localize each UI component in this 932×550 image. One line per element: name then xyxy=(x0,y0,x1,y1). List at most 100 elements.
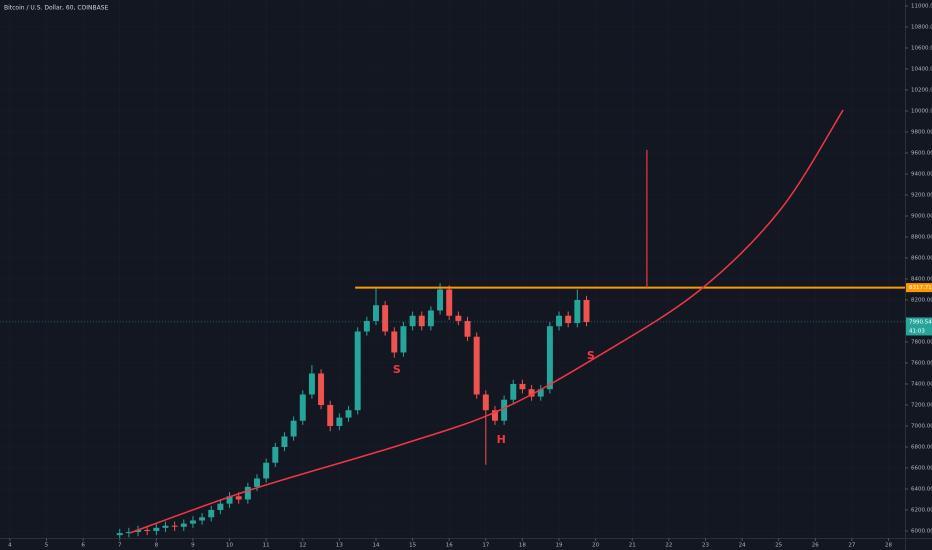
y-tick-label: 8600.00 xyxy=(911,255,932,261)
x-tick-label: 16 xyxy=(446,543,453,549)
y-tick-label: 7000.00 xyxy=(911,423,932,429)
y-tick-label: 10800.00 xyxy=(911,24,932,30)
candle-body xyxy=(153,527,160,531)
candle-body xyxy=(189,520,196,524)
x-tick-label: 25 xyxy=(775,543,782,549)
candle-body xyxy=(501,399,508,421)
countdown: 41:03 xyxy=(909,328,925,334)
y-tick-label: 9600.00 xyxy=(911,150,932,156)
x-tick-label: 24 xyxy=(739,543,746,549)
y-tick-label: 10600.00 xyxy=(911,45,932,51)
annotation: S xyxy=(393,363,401,376)
candle-body xyxy=(299,394,306,421)
candle-body xyxy=(345,410,352,418)
x-tick-label: 8 xyxy=(155,543,159,549)
x-tick-label: 5 xyxy=(45,543,49,549)
price-tag xyxy=(906,317,932,327)
annotation: H xyxy=(497,433,506,446)
y-tick-label: 9000.00 xyxy=(911,213,932,219)
y-tick-label: 9400.00 xyxy=(911,171,932,177)
candle-body xyxy=(290,420,297,437)
candle-body xyxy=(583,299,590,323)
candle-body xyxy=(546,326,553,390)
annotation: S xyxy=(587,349,595,362)
x-tick-label: 13 xyxy=(336,543,343,549)
x-tick-label: 19 xyxy=(556,543,563,549)
x-tick-label: 9 xyxy=(191,543,195,549)
y-tick-label: 7200.00 xyxy=(911,402,932,408)
candle-body xyxy=(519,383,526,390)
curve xyxy=(129,109,844,534)
price-tag xyxy=(906,283,932,293)
plot-area xyxy=(0,109,905,538)
y-tick-label: 11000.00 xyxy=(911,3,932,9)
x-tick-label: 28 xyxy=(885,543,892,549)
y-tick-label: 6000.00 xyxy=(911,528,932,534)
y-tick-label: 6400.00 xyxy=(911,486,932,492)
y-tick-label: 8200.00 xyxy=(911,297,932,303)
candle-body xyxy=(244,486,251,500)
x-tick-label: 27 xyxy=(848,543,855,549)
candle-body xyxy=(116,533,123,536)
candle-body xyxy=(528,389,535,397)
candle-body xyxy=(556,315,563,327)
candle-body xyxy=(491,410,498,421)
candle-body xyxy=(235,496,242,500)
candle-body xyxy=(327,404,334,426)
x-tick-label: 14 xyxy=(372,543,379,549)
candle-body xyxy=(455,315,462,321)
x-tick-label: 15 xyxy=(409,543,416,549)
candle-body xyxy=(354,331,361,411)
candle-body xyxy=(473,336,480,395)
candle-body xyxy=(437,289,444,311)
candle-body xyxy=(418,315,425,327)
candle-body xyxy=(446,289,453,316)
x-tick-label: 26 xyxy=(812,543,819,549)
y-tick-label: 10400.00 xyxy=(911,66,932,72)
x-tick-label: 6 xyxy=(81,543,85,549)
candle-body xyxy=(199,517,206,521)
candle-body xyxy=(180,523,187,527)
y-tick-label: 9200.00 xyxy=(911,192,932,198)
candle-body xyxy=(363,320,370,332)
candle-body xyxy=(565,315,572,324)
candle-body xyxy=(574,299,581,324)
x-tick-label: 10 xyxy=(226,543,233,549)
x-tick-label: 20 xyxy=(592,543,599,549)
y-tick-label: 7600.00 xyxy=(911,360,932,366)
candle-body xyxy=(308,373,315,395)
price-tag-label: 7990.54 xyxy=(909,319,932,325)
candle-body xyxy=(162,525,169,528)
y-tick-label: 10200.00 xyxy=(911,87,932,93)
candle-body xyxy=(382,305,389,332)
y-tick-label: 9800.00 xyxy=(911,129,932,135)
candle-body xyxy=(226,496,233,504)
x-tick-label: 11 xyxy=(263,543,270,549)
y-tick-label: 8800.00 xyxy=(911,234,932,240)
candle-body xyxy=(281,436,288,447)
candle-body xyxy=(427,310,434,327)
candle-body xyxy=(400,326,407,353)
y-tick-label: 7800.00 xyxy=(911,339,932,345)
candle-body xyxy=(482,394,489,411)
x-tick-label: 12 xyxy=(299,543,306,549)
x-tick-label: 17 xyxy=(482,543,489,549)
candle-body xyxy=(208,509,215,518)
candle-body xyxy=(135,529,141,533)
countdown-tag xyxy=(906,326,932,336)
x-tick-label: 21 xyxy=(629,543,636,549)
y-tick-label: 6200.00 xyxy=(911,507,932,513)
candle-body xyxy=(125,532,132,534)
x-tick-label: 4 xyxy=(8,543,12,549)
candle-body xyxy=(391,331,398,353)
x-tick-label: 18 xyxy=(519,543,526,549)
candle-body xyxy=(263,462,270,479)
candle-body xyxy=(537,389,544,397)
candle-body xyxy=(409,315,416,327)
y-tick-label: 6800.00 xyxy=(911,444,932,450)
candle-body xyxy=(373,305,379,321)
x-tick-label: 23 xyxy=(702,543,709,549)
candle-body xyxy=(272,446,279,463)
